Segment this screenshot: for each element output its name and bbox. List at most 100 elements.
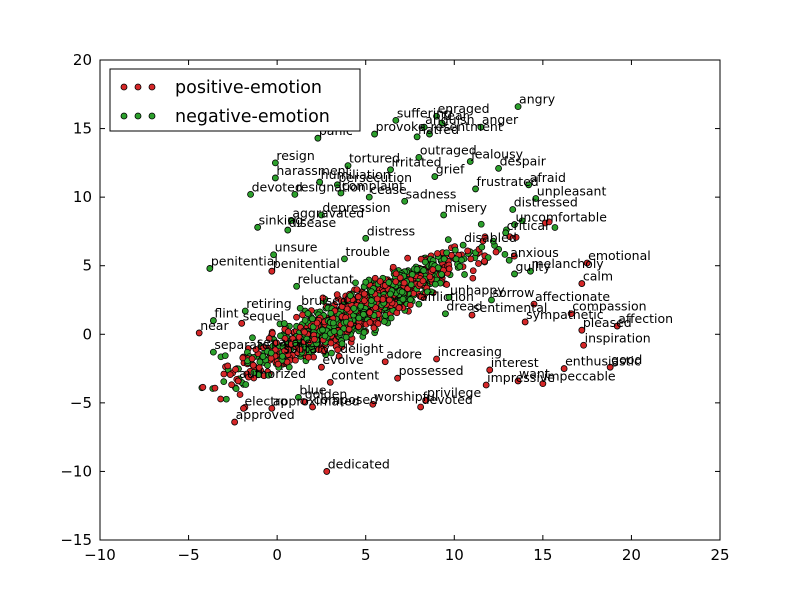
- legend-marker: [134, 112, 142, 120]
- point-label: penitential: [273, 256, 340, 271]
- data-point: [344, 162, 352, 170]
- legend-marker: [148, 112, 156, 120]
- cluster-point: [518, 217, 526, 225]
- point-label: good: [611, 352, 642, 367]
- y-tick-label: 0: [82, 325, 92, 343]
- data-point: [426, 130, 433, 138]
- data-point: [394, 374, 402, 382]
- cluster-point: [366, 318, 374, 326]
- data-point: [387, 166, 394, 174]
- point-label: uncomfortable: [516, 210, 608, 225]
- data-point: [525, 181, 533, 189]
- cluster-point: [368, 288, 375, 295]
- data-point: [365, 193, 373, 201]
- cluster-point: [395, 304, 403, 312]
- cluster-point: [481, 233, 489, 241]
- cluster-point: [362, 278, 370, 286]
- data-point: [300, 398, 308, 405]
- cluster-point: [199, 383, 207, 391]
- data-point: [247, 190, 254, 198]
- point-label: anguish: [425, 112, 474, 127]
- point-label: sinking: [259, 212, 303, 227]
- point-label: affectionate: [535, 289, 610, 304]
- point-label: tortured: [349, 151, 400, 166]
- cluster-point: [249, 361, 257, 369]
- plot-frame: [99, 59, 721, 541]
- data-point: [422, 396, 430, 404]
- point-label: sequel: [243, 308, 284, 323]
- point-label: disease: [289, 215, 337, 230]
- data-point: [209, 348, 217, 356]
- cluster-point: [438, 270, 445, 278]
- cluster-point: [321, 332, 329, 340]
- point-label: resignation: [296, 179, 366, 194]
- point-label: devoted: [252, 179, 303, 194]
- cluster-point: [327, 310, 335, 317]
- cluster-point: [452, 255, 460, 263]
- point-label: worshipful: [374, 389, 439, 404]
- cluster-point: [404, 254, 411, 262]
- cluster-point: [360, 290, 368, 298]
- point-label: dedicated: [328, 456, 390, 471]
- y-tick-label: 10: [73, 188, 92, 206]
- data-point: [270, 251, 278, 259]
- point-label: compassion: [572, 299, 646, 314]
- point-label: angry: [519, 92, 556, 107]
- data-point: [415, 153, 423, 161]
- point-label: golden: [305, 386, 348, 401]
- cluster-point: [434, 250, 441, 257]
- cluster-point: [305, 353, 312, 361]
- cluster-point: [360, 311, 367, 318]
- cluster-point: [327, 339, 335, 347]
- point-label: flint: [214, 306, 238, 321]
- point-label: separate: [257, 334, 312, 349]
- cluster-point: [303, 335, 311, 343]
- cluster-point: [265, 371, 272, 379]
- cluster-point: [355, 314, 363, 322]
- data-point: [314, 134, 322, 142]
- point-label: suffering: [397, 105, 452, 120]
- data-point: [413, 133, 421, 141]
- cluster-point: [295, 333, 303, 341]
- point-label: increasing: [438, 344, 502, 359]
- data-point: [415, 300, 423, 308]
- data-point: [433, 355, 440, 363]
- data-point: [318, 211, 325, 219]
- x-tick-label: 5: [361, 546, 371, 564]
- cluster-point: [284, 328, 292, 336]
- data-point: [323, 468, 331, 475]
- data-point: [333, 181, 341, 189]
- point-label: approximated: [273, 393, 360, 408]
- cluster-point: [451, 246, 459, 254]
- cluster-point: [239, 354, 247, 362]
- point-label: resentment: [430, 119, 502, 134]
- cluster-point: [301, 316, 309, 324]
- cluster-point: [281, 335, 289, 342]
- data-point: [392, 116, 400, 124]
- cluster-point: [267, 349, 275, 357]
- cluster-point: [426, 273, 434, 281]
- cluster-point: [309, 323, 317, 331]
- cluster-point: [511, 252, 518, 260]
- y-tick-label: −10: [60, 462, 92, 480]
- point-label: interest: [491, 355, 539, 370]
- point-label: hatred: [418, 122, 459, 137]
- cluster-point: [242, 381, 250, 388]
- cluster-point: [429, 266, 437, 273]
- point-label: harassment: [276, 163, 350, 178]
- point-label: penitential: [211, 253, 278, 268]
- point-label: bruised: [301, 293, 348, 308]
- data-point: [440, 211, 448, 219]
- y-tick-label: 5: [82, 257, 92, 275]
- point-label: content: [331, 367, 379, 382]
- data-point: [488, 296, 495, 304]
- data-point: [279, 352, 286, 360]
- data-point: [521, 318, 529, 326]
- point-label: distressed: [514, 194, 578, 209]
- data-point: [293, 282, 301, 290]
- point-label: misery: [445, 200, 488, 215]
- cluster-point: [361, 297, 368, 304]
- cluster-point: [226, 371, 234, 378]
- cluster-point: [328, 349, 335, 357]
- point-label: separate: [214, 337, 269, 352]
